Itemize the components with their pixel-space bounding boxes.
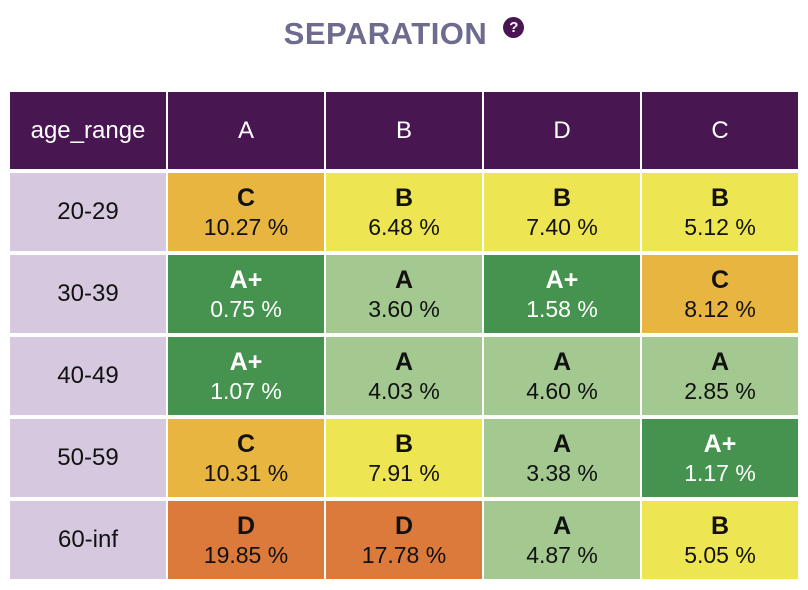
cell-grade: A <box>394 348 414 376</box>
cell-value: 6.48 % <box>368 214 440 240</box>
cell-grade: B <box>710 512 730 540</box>
cell-grade: D <box>394 512 414 540</box>
help-icon[interactable]: ? <box>503 16 525 38</box>
heatmap-cell: A 3.38 % <box>484 419 640 497</box>
cell-grade: A+ <box>229 348 263 376</box>
heatmap-cell: B 6.48 % <box>326 173 482 251</box>
cell-grade: C <box>236 430 256 458</box>
cell-value: 5.05 % <box>684 542 756 568</box>
row-label: 40-49 <box>10 337 166 415</box>
cell-grade: A <box>552 348 572 376</box>
cell-value: 5.12 % <box>684 214 756 240</box>
heatmap-cell: A+ 1.07 % <box>168 337 324 415</box>
cell-value: 10.31 % <box>203 460 289 486</box>
cell-value: 7.91 % <box>368 460 440 486</box>
cell-value: 0.75 % <box>210 296 282 322</box>
row-label: 20-29 <box>10 173 166 251</box>
cell-value: 1.17 % <box>684 460 756 486</box>
heatmap-cell: B 7.40 % <box>484 173 640 251</box>
cell-value: 7.40 % <box>526 214 598 240</box>
cell-grade: B <box>394 184 414 212</box>
cell-grade: A <box>552 512 572 540</box>
heatmap-cell: C 10.27 % <box>168 173 324 251</box>
heatmap-table: age_range A B D C 20-29 C 10.27 % B 6.48 % B 7… <box>10 92 798 579</box>
row-header-label: age_range <box>10 92 166 169</box>
heatmap-cell: B 5.12 % <box>642 173 798 251</box>
heatmap-cell: C 8.12 % <box>642 255 798 333</box>
heatmap-cell: B 7.91 % <box>326 419 482 497</box>
cell-value: 17.78 % <box>361 542 447 568</box>
cell-value: 1.58 % <box>526 296 598 322</box>
cell-value: 8.12 % <box>684 296 756 322</box>
heatmap-cell: D 17.78 % <box>326 501 482 579</box>
cell-value: 3.38 % <box>526 460 598 486</box>
chart-title: SEPARATION <box>283 16 488 51</box>
heatmap-cell: A+ 1.58 % <box>484 255 640 333</box>
row-label: 50-59 <box>10 419 166 497</box>
cell-grade: A+ <box>703 430 737 458</box>
heatmap-cell: D 19.85 % <box>168 501 324 579</box>
column-header: B <box>326 92 482 169</box>
cell-grade: A <box>394 266 414 294</box>
cell-grade: A+ <box>545 266 579 294</box>
cell-grade: C <box>236 184 256 212</box>
cell-value: 10.27 % <box>203 214 289 240</box>
cell-value: 1.07 % <box>210 378 282 404</box>
column-header: A <box>168 92 324 169</box>
heatmap-cell: A 4.87 % <box>484 501 640 579</box>
heatmap-cell: A 3.60 % <box>326 255 482 333</box>
row-label: 30-39 <box>10 255 166 333</box>
cell-value: 4.60 % <box>526 378 598 404</box>
column-header: C <box>642 92 798 169</box>
cell-value: 4.87 % <box>526 542 598 568</box>
cell-value: 2.85 % <box>684 378 756 404</box>
cell-value: 19.85 % <box>203 542 289 568</box>
heatmap-cell: A+ 0.75 % <box>168 255 324 333</box>
cell-grade: B <box>394 430 414 458</box>
heatmap-cell: C 10.31 % <box>168 419 324 497</box>
cell-grade: A <box>710 348 730 376</box>
heatmap-cell: A 4.60 % <box>484 337 640 415</box>
heatmap-cell: A 2.85 % <box>642 337 798 415</box>
heatmap-cell: B 5.05 % <box>642 501 798 579</box>
cell-grade: B <box>552 184 572 212</box>
row-label: 60-inf <box>10 501 166 579</box>
heatmap-cell: A 4.03 % <box>326 337 482 415</box>
title-row: SEPARATION ? <box>0 14 808 54</box>
cell-grade: B <box>710 184 730 212</box>
cell-value: 3.60 % <box>368 296 440 322</box>
cell-grade: A+ <box>229 266 263 294</box>
cell-grade: C <box>710 266 730 294</box>
column-header: D <box>484 92 640 169</box>
heatmap-cell: A+ 1.17 % <box>642 419 798 497</box>
cell-grade: D <box>236 512 256 540</box>
cell-grade: A <box>552 430 572 458</box>
cell-value: 4.03 % <box>368 378 440 404</box>
